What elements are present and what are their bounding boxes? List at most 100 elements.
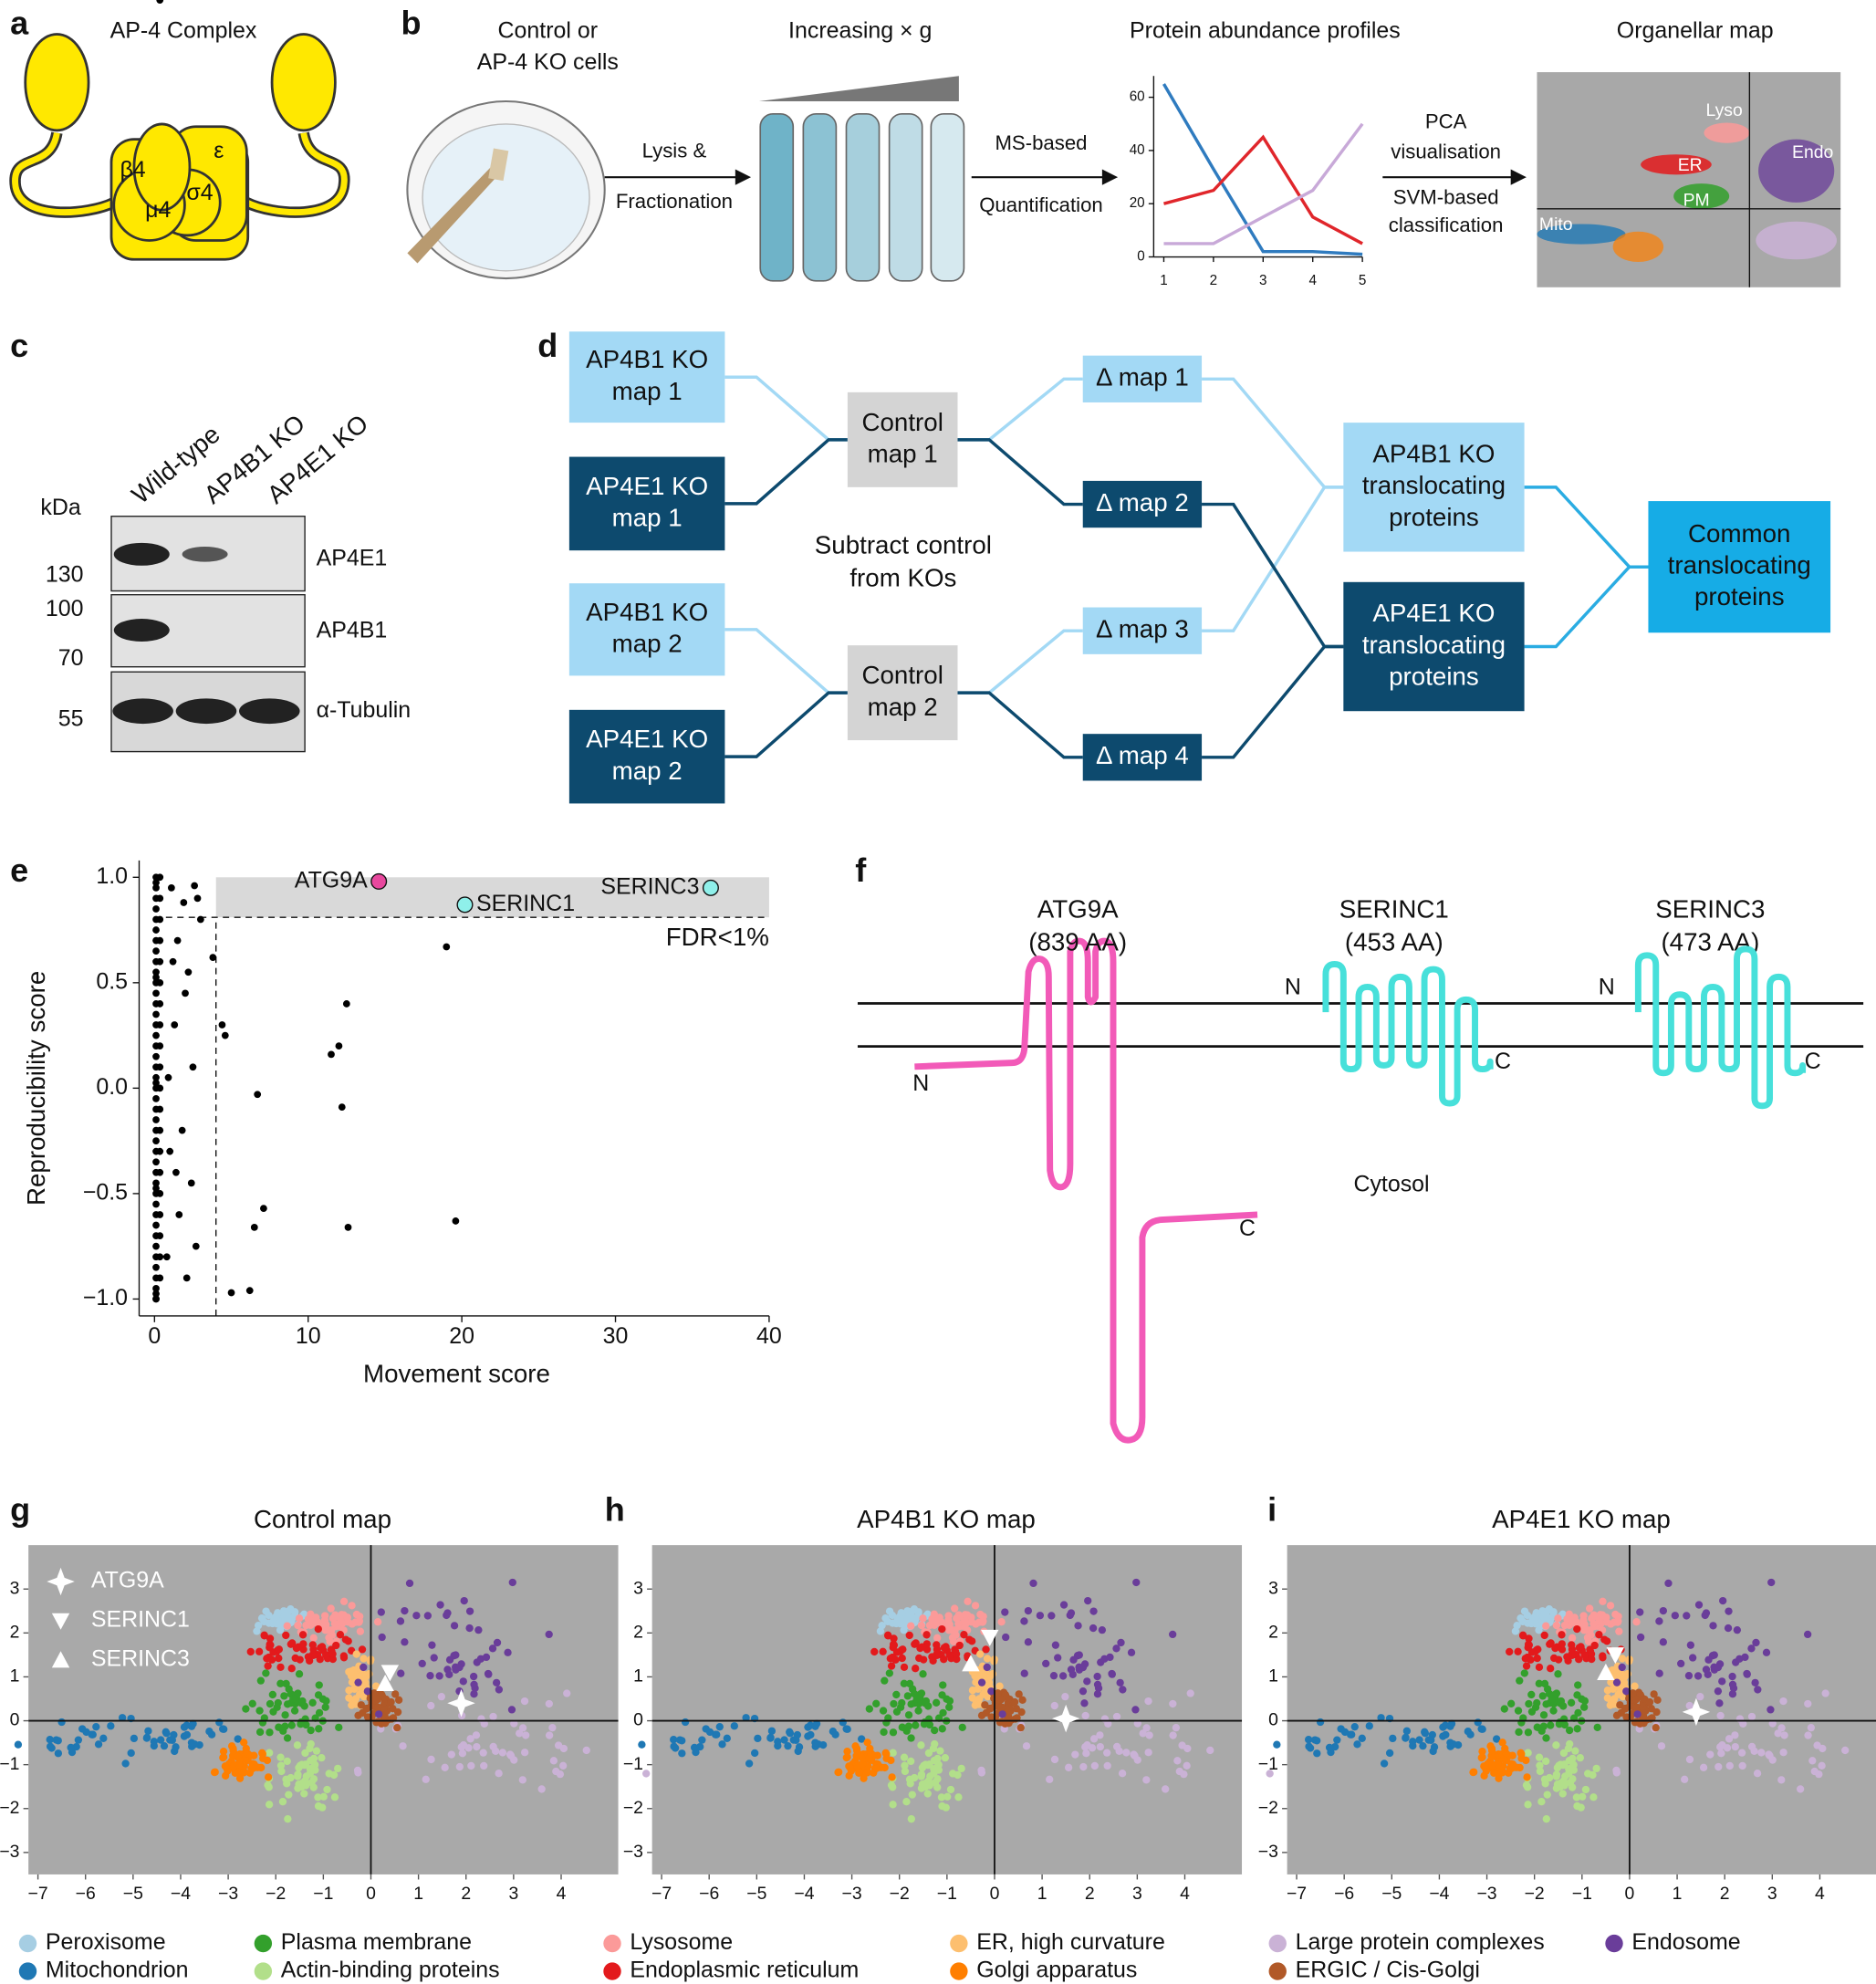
- step-title: Increasing × g: [788, 17, 932, 43]
- point: [193, 894, 202, 903]
- point: [178, 1126, 186, 1134]
- highlight-label: SERINC3: [600, 873, 699, 899]
- organelle-point: [482, 1653, 491, 1662]
- organelle-point: [1571, 1747, 1579, 1755]
- organelle-point: [248, 1699, 256, 1707]
- organelle-point: [807, 1730, 815, 1739]
- organelle-point: [445, 1655, 454, 1664]
- node-label: proteins: [1694, 582, 1785, 611]
- panel-letter: b: [401, 4, 421, 41]
- protein-marker: [981, 1629, 999, 1646]
- point: [166, 1147, 174, 1155]
- organelle-point: [1103, 1749, 1111, 1757]
- organelle-point: [256, 1676, 265, 1685]
- point: [189, 1063, 197, 1071]
- organelle-point: [839, 1718, 847, 1727]
- legend-label: Endosome: [1631, 1929, 1740, 1955]
- organelle-point: [1093, 1680, 1102, 1689]
- organelle-point: [160, 1741, 169, 1750]
- organelle-point: [1514, 1707, 1523, 1715]
- organelle-point: [906, 1780, 914, 1788]
- organelle-point: [961, 1617, 969, 1626]
- organelle-point: [1714, 1686, 1723, 1696]
- organelle-point: [1777, 1776, 1786, 1784]
- organelle-point: [964, 1597, 972, 1605]
- organelle-point: [1701, 1611, 1709, 1620]
- legend-swatch: [18, 1962, 37, 1980]
- organelle-point: [1527, 1690, 1536, 1699]
- organelle-point: [428, 1641, 436, 1649]
- organelle-point: [968, 1686, 977, 1695]
- organelle-point: [344, 1637, 352, 1645]
- organelle-point: [389, 1714, 398, 1722]
- organelle-point: [1725, 1607, 1733, 1615]
- organelle-point: [1650, 1690, 1658, 1698]
- organelle-point: [890, 1699, 898, 1708]
- organelle-point: [489, 1712, 497, 1721]
- flow-node: [568, 583, 725, 676]
- organelle-point: [427, 1755, 435, 1764]
- organelle-point: [452, 1651, 460, 1659]
- panel-letter: d: [537, 327, 558, 364]
- organelle-point: [920, 1761, 928, 1770]
- organelle-point: [72, 1742, 80, 1751]
- organelle-point: [231, 1769, 239, 1778]
- organelle-point: [681, 1718, 690, 1727]
- organelle-point: [1715, 1699, 1724, 1707]
- organelle-point: [1733, 1625, 1742, 1634]
- organelle-point: [961, 1611, 969, 1619]
- organelle-point: [1020, 1669, 1028, 1677]
- organelle-point: [933, 1651, 942, 1659]
- organelle-point: [1015, 1690, 1023, 1698]
- x-tick-label: −3: [1476, 1884, 1496, 1904]
- organelle-point: [1550, 1654, 1558, 1663]
- organelle-point: [1514, 1647, 1522, 1655]
- organelle-point: [508, 1578, 516, 1587]
- organelle-point: [457, 1743, 465, 1751]
- legend-label: Golgi apparatus: [976, 1958, 1137, 1983]
- organelle-point: [1013, 1714, 1021, 1722]
- organelle-point: [1779, 1697, 1787, 1706]
- organelle-point: [121, 1759, 130, 1768]
- organelle-point: [872, 1699, 881, 1707]
- organelle-point: [1559, 1777, 1568, 1785]
- organelle-point: [1183, 1761, 1191, 1770]
- flow-node: [1082, 480, 1203, 528]
- organelle-point: [308, 1641, 317, 1649]
- organelle-point: [229, 1747, 237, 1755]
- organelle-point: [1508, 1751, 1516, 1759]
- x-tick-label: 2: [1085, 1884, 1095, 1904]
- organelle-point: [545, 1699, 553, 1708]
- organelle-point: [1068, 1670, 1077, 1679]
- organelle-point: [297, 1720, 305, 1728]
- organelle-point: [262, 1607, 270, 1615]
- flow-edge: [1524, 486, 1649, 569]
- organelle-point: [811, 1722, 819, 1730]
- organelle-point: [930, 1610, 939, 1618]
- organelle-point: [1657, 1742, 1666, 1750]
- organelle-point: [945, 1624, 954, 1633]
- organelle-point: [1402, 1734, 1410, 1742]
- organelle-point: [933, 1641, 941, 1649]
- arrow-label: visualisation: [1391, 141, 1501, 163]
- organelle-point: [150, 1738, 158, 1746]
- organelle-point: [239, 1769, 248, 1777]
- organelle-point: [1522, 1662, 1531, 1670]
- organelle-point: [488, 1645, 497, 1653]
- point: [344, 1223, 352, 1231]
- organelle-point: [1478, 1747, 1486, 1756]
- organelle-point: [355, 1618, 363, 1626]
- organelle-point: [1506, 1647, 1514, 1656]
- atg9a-topology: [914, 937, 1258, 1444]
- organelle-point: [1421, 1728, 1429, 1737]
- organelle-point: [306, 1744, 314, 1753]
- organelle-point: [1524, 1783, 1532, 1791]
- organelle-point: [278, 1798, 287, 1806]
- point: [342, 1000, 350, 1008]
- n-terminus: N: [912, 1070, 929, 1096]
- x-tick-label: 0: [1625, 1884, 1635, 1904]
- organelle-point: [130, 1734, 139, 1743]
- y-tick-label: 40: [1130, 142, 1145, 158]
- organelle-point: [301, 1777, 309, 1785]
- organelle-point: [923, 1790, 932, 1798]
